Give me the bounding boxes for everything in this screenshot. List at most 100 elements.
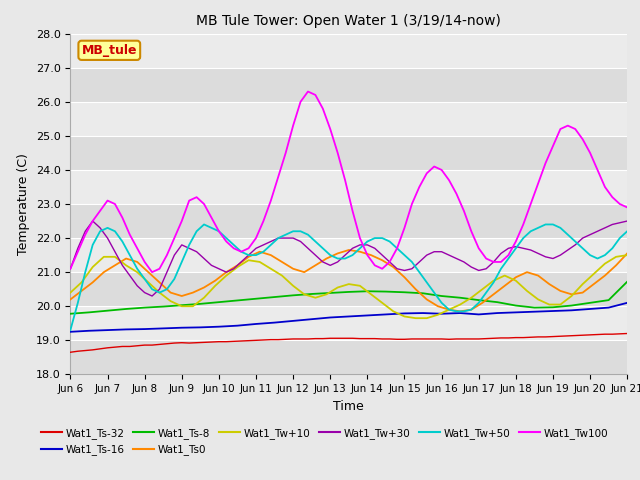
Wat1_Ts0: [345, 247, 353, 253]
Wat1_Ts-8: [252, 296, 260, 301]
Wat1_Ts-8: [67, 311, 74, 317]
Title: MB Tule Tower: Open Water 1 (3/19/14-now): MB Tule Tower: Open Water 1 (3/19/14-now…: [196, 14, 501, 28]
Wat1_Ts-8: [605, 297, 612, 303]
X-axis label: Time: Time: [333, 400, 364, 413]
Wat1_Ts-16: [252, 321, 260, 327]
Wat1_Ts-16: [549, 308, 557, 314]
Wat1_Tw+10: [67, 290, 74, 296]
Wat1_Ts0: [623, 251, 631, 256]
Wat1_Ts-32: [623, 331, 631, 336]
Wat1_Ts-32: [260, 337, 268, 343]
Wat1_Ts-16: [234, 323, 241, 328]
Bar: [70, 34, 627, 68]
Wat1_Ts0: [234, 263, 241, 268]
Wat1_Tw100: [438, 167, 445, 173]
Wat1_Ts-8: [568, 303, 575, 309]
Wat1_Tw+10: [479, 286, 486, 292]
Wat1_Ts-8: [104, 308, 111, 313]
Wat1_Tw+30: [67, 266, 74, 272]
Wat1_Tw+50: [364, 239, 371, 244]
Wat1_Tw+50: [200, 222, 208, 228]
Legend: Wat1_Ts-32, Wat1_Ts-16, Wat1_Ts-8, Wat1_Ts0, Wat1_Tw+10, Wat1_Tw+30, Wat1_Tw+50,: Wat1_Ts-32, Wat1_Ts-16, Wat1_Ts-8, Wat1_…: [36, 424, 613, 459]
Bar: [70, 272, 627, 306]
Wat1_Ts-8: [326, 290, 334, 296]
Wat1_Tw100: [371, 263, 379, 268]
Wat1_Ts-8: [475, 297, 483, 303]
Wat1_Ts-16: [308, 316, 316, 322]
Wat1_Tw+30: [89, 218, 97, 224]
Wat1_Tw+30: [275, 235, 282, 241]
Wat1_Tw+10: [612, 254, 620, 260]
Line: Wat1_Tw+50: Wat1_Tw+50: [70, 225, 627, 330]
Wat1_Ts-16: [493, 310, 501, 316]
Wat1_Ts-8: [289, 292, 297, 298]
Wat1_Ts0: [244, 254, 252, 260]
Wat1_Ts-16: [122, 326, 130, 332]
Wat1_Ts0: [612, 263, 620, 268]
Wat1_Tw+10: [623, 252, 631, 258]
Bar: [70, 102, 627, 136]
Wat1_Ts-16: [568, 308, 575, 313]
Bar: [70, 136, 627, 170]
Y-axis label: Temperature (C): Temperature (C): [17, 153, 30, 255]
Wat1_Tw+50: [430, 290, 438, 296]
Wat1_Tw+30: [438, 249, 445, 254]
Wat1_Tw100: [267, 198, 275, 204]
Wat1_Ts-8: [85, 310, 93, 315]
Wat1_Ts-8: [456, 295, 464, 300]
Wat1_Ts-16: [159, 325, 167, 331]
Wat1_Tw+50: [267, 242, 275, 248]
Wat1_Ts-16: [438, 311, 445, 317]
Wat1_Tw+30: [148, 293, 156, 299]
Line: Wat1_Ts-32: Wat1_Ts-32: [70, 334, 627, 352]
Wat1_Ts-8: [401, 289, 408, 295]
Wat1_Ts-16: [419, 310, 427, 316]
Line: Wat1_Ts0: Wat1_Ts0: [70, 250, 627, 312]
Wat1_Ts-8: [549, 304, 557, 310]
Wat1_Ts-8: [196, 301, 204, 307]
Wat1_Ts-32: [67, 349, 74, 355]
Wat1_Ts-8: [345, 289, 353, 295]
Wat1_Ts-16: [382, 312, 390, 317]
Wat1_Ts-8: [382, 288, 390, 294]
Wat1_Tw+30: [452, 256, 460, 262]
Wat1_Ts-8: [531, 305, 538, 311]
Wat1_Ts-16: [85, 328, 93, 334]
Wat1_Tw100: [118, 215, 126, 220]
Wat1_Tw+50: [67, 327, 74, 333]
Wat1_Ts-8: [271, 294, 278, 300]
Wat1_Ts-16: [605, 305, 612, 311]
Wat1_Ts-16: [141, 326, 148, 332]
Wat1_Ts0: [456, 309, 464, 314]
Wat1_Ts-16: [456, 310, 464, 316]
Text: MB_tule: MB_tule: [81, 44, 137, 57]
Wat1_Tw+10: [244, 257, 252, 263]
Wat1_Ts-8: [234, 298, 241, 303]
Wat1_Ts-8: [122, 306, 130, 312]
Wat1_Ts-16: [586, 306, 594, 312]
Wat1_Ts-8: [215, 299, 223, 305]
Bar: [70, 238, 627, 272]
Wat1_Tw100: [527, 201, 534, 207]
Wat1_Ts-16: [178, 325, 186, 331]
Wat1_Ts-8: [623, 279, 631, 285]
Wat1_Tw100: [148, 269, 156, 275]
Wat1_Ts-8: [493, 299, 501, 305]
Wat1_Ts0: [67, 297, 74, 302]
Bar: [70, 340, 627, 374]
Wat1_Ts-16: [67, 329, 74, 335]
Wat1_Tw+30: [623, 218, 631, 224]
Wat1_Tw100: [452, 191, 460, 197]
Wat1_Ts-32: [118, 344, 126, 349]
Line: Wat1_Tw+30: Wat1_Tw+30: [70, 221, 627, 296]
Wat1_Tw+30: [527, 247, 534, 253]
Wat1_Tw+30: [126, 273, 134, 278]
Line: Wat1_Ts-8: Wat1_Ts-8: [70, 282, 627, 314]
Wat1_Ts-16: [215, 324, 223, 330]
Bar: [70, 68, 627, 102]
Wat1_Ts-16: [104, 327, 111, 333]
Wat1_Ts-16: [475, 312, 483, 317]
Wat1_Ts-8: [419, 290, 427, 296]
Wat1_Ts-32: [423, 336, 431, 342]
Wat1_Ts0: [189, 290, 196, 296]
